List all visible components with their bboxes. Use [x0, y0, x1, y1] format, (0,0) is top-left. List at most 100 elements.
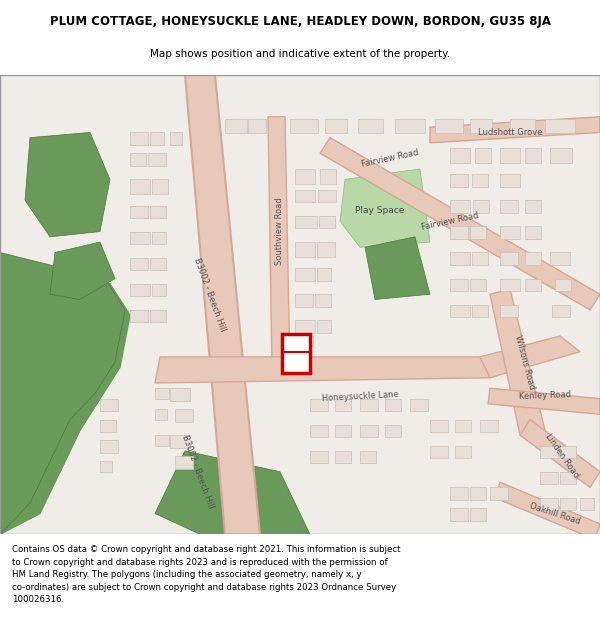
- Bar: [385, 425, 401, 438]
- Bar: [295, 242, 315, 257]
- Polygon shape: [282, 334, 310, 372]
- Bar: [525, 148, 541, 162]
- Bar: [500, 226, 520, 239]
- Bar: [290, 119, 318, 134]
- Bar: [395, 119, 425, 134]
- Text: Contains OS data © Crown copyright and database right 2021. This information is : Contains OS data © Crown copyright and d…: [12, 545, 401, 604]
- Bar: [130, 179, 150, 194]
- Bar: [130, 232, 150, 244]
- Bar: [295, 268, 315, 281]
- Bar: [152, 232, 166, 244]
- Bar: [470, 279, 486, 291]
- Bar: [150, 310, 166, 322]
- Bar: [315, 294, 331, 307]
- Bar: [472, 174, 488, 187]
- Bar: [450, 253, 470, 265]
- Bar: [385, 399, 401, 411]
- Bar: [500, 174, 520, 187]
- Bar: [130, 206, 148, 218]
- Bar: [525, 226, 541, 239]
- Polygon shape: [0, 378, 100, 534]
- Bar: [450, 488, 468, 500]
- Bar: [450, 304, 470, 318]
- Bar: [470, 508, 486, 521]
- Bar: [455, 419, 471, 432]
- Polygon shape: [155, 451, 310, 534]
- Polygon shape: [0, 263, 130, 534]
- Bar: [319, 216, 335, 229]
- Bar: [310, 451, 328, 463]
- Bar: [150, 258, 166, 270]
- Bar: [150, 206, 166, 218]
- Text: Oakhill Road: Oakhill Road: [529, 501, 581, 526]
- Bar: [170, 435, 190, 447]
- Bar: [552, 304, 570, 318]
- Bar: [130, 310, 148, 322]
- Bar: [360, 425, 378, 438]
- Bar: [335, 399, 351, 411]
- Polygon shape: [50, 242, 115, 299]
- Text: Linden Road: Linden Road: [544, 432, 581, 480]
- Bar: [450, 279, 468, 291]
- Bar: [430, 446, 448, 458]
- Bar: [450, 226, 468, 239]
- Bar: [545, 119, 575, 134]
- Bar: [318, 190, 336, 202]
- Bar: [320, 169, 336, 184]
- Polygon shape: [340, 169, 430, 248]
- Polygon shape: [320, 138, 600, 310]
- Bar: [170, 388, 190, 401]
- Bar: [510, 119, 535, 134]
- Bar: [472, 304, 488, 318]
- Bar: [358, 119, 383, 134]
- Bar: [500, 279, 520, 291]
- Bar: [295, 190, 315, 202]
- Bar: [580, 498, 594, 511]
- Bar: [480, 419, 498, 432]
- Bar: [500, 200, 518, 212]
- Bar: [555, 279, 571, 291]
- Polygon shape: [480, 336, 580, 377]
- Polygon shape: [185, 75, 260, 534]
- Bar: [155, 435, 169, 446]
- Bar: [295, 169, 315, 184]
- Bar: [470, 119, 492, 134]
- Bar: [550, 148, 572, 162]
- Polygon shape: [495, 482, 600, 539]
- Bar: [150, 132, 164, 145]
- Bar: [455, 446, 471, 458]
- Text: Wilsons Road: Wilsons Road: [514, 334, 536, 390]
- Bar: [560, 446, 576, 458]
- Bar: [473, 200, 489, 212]
- Bar: [500, 253, 518, 265]
- Text: Play Space: Play Space: [355, 206, 404, 215]
- Bar: [100, 419, 116, 432]
- Bar: [525, 253, 541, 265]
- Bar: [335, 451, 351, 463]
- Bar: [410, 399, 428, 411]
- Polygon shape: [488, 388, 600, 414]
- Bar: [525, 279, 541, 291]
- Bar: [470, 226, 486, 239]
- Bar: [472, 253, 488, 265]
- Text: Map shows position and indicative extent of the property.: Map shows position and indicative extent…: [150, 49, 450, 59]
- Bar: [100, 441, 118, 453]
- Bar: [148, 153, 166, 166]
- Bar: [475, 148, 491, 162]
- Bar: [317, 321, 331, 333]
- Bar: [155, 388, 169, 399]
- Bar: [130, 258, 148, 270]
- Bar: [295, 216, 317, 229]
- Bar: [130, 284, 150, 296]
- Polygon shape: [25, 132, 110, 237]
- Bar: [360, 451, 376, 463]
- Text: Kenley Road: Kenley Road: [519, 390, 571, 401]
- Bar: [360, 399, 378, 411]
- Polygon shape: [365, 237, 430, 299]
- Bar: [130, 153, 146, 166]
- Text: B3002 - Beech Hill: B3002 - Beech Hill: [181, 434, 215, 510]
- Bar: [152, 284, 166, 296]
- Polygon shape: [520, 419, 600, 488]
- Bar: [470, 488, 486, 500]
- Bar: [450, 174, 468, 187]
